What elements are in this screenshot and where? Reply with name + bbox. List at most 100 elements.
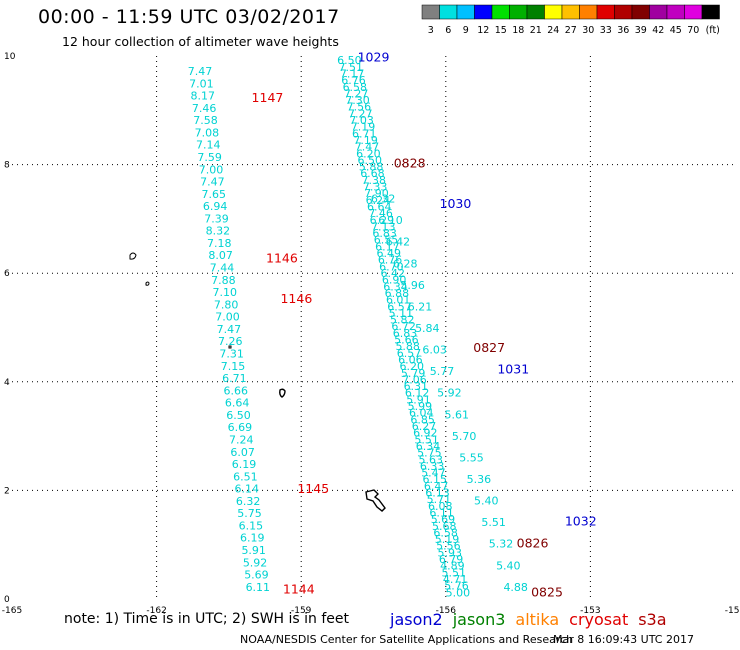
color-scale-label: 33 [600, 25, 612, 36]
wave-height-value: 7.30 [345, 94, 370, 107]
wave-height-value: 6.69 [228, 421, 253, 434]
pass-time-label: 1146 [280, 291, 312, 306]
wave-height-value: 7.18 [207, 237, 232, 250]
legend-entry-altika: altika [515, 610, 559, 629]
wave-height-value: 7.19 [353, 134, 378, 147]
color-scale-label: 12 [477, 25, 489, 36]
wave-height-value: 5.91 [406, 393, 431, 406]
wave-height-value: 7.31 [219, 347, 244, 360]
wave-height-value: 5.19 [435, 533, 460, 546]
color-scale-label: 39 [635, 25, 647, 36]
color-scale-label: 6 [445, 25, 451, 36]
color-scale-label: (ft) [706, 25, 720, 36]
wave-height-value: 5.47 [421, 467, 446, 480]
pass-time-label: 1145 [297, 481, 329, 496]
wave-height-value: 6.88 [385, 287, 410, 300]
wave-height-value: 6.29 [370, 214, 395, 227]
wave-height-value: 5.70 [452, 430, 477, 443]
wave-height-value: 5.79 [401, 367, 426, 380]
wave-height-value: 7.24 [229, 433, 254, 446]
islands [129, 252, 386, 512]
wave-height-value: 6.15 [423, 473, 448, 486]
x-tick-label: -162 [146, 606, 166, 616]
color-scale-label: 42 [652, 25, 664, 36]
x-tick-label: -150 [725, 606, 740, 616]
wave-height-value: 5.40 [496, 559, 521, 572]
wave-height-value: 6.66 [224, 384, 249, 397]
wave-height-value: 6.32 [236, 495, 261, 508]
color-scale-label: 27 [565, 25, 577, 36]
wave-height-value: 5.99 [408, 400, 433, 413]
wave-height-value: 6.64 [225, 397, 250, 410]
pass-time-label: 1146 [266, 250, 298, 265]
wave-height-value: 7.26 [218, 335, 243, 348]
wave-height-value: 6.14 [235, 483, 260, 496]
wave-height-value: 6.17 [375, 240, 400, 253]
wave-height-value: 5.56 [436, 540, 461, 553]
wave-height-value: 6.92 [413, 427, 438, 440]
wave-height-value: 6.76 [378, 254, 403, 267]
wave-height-value: 7.46 [368, 207, 393, 220]
wave-height-value: 7.59 [197, 151, 222, 164]
color-scale-label: 21 [530, 25, 542, 36]
wave-height-value: 7.17 [340, 67, 365, 80]
wave-height-value: 6.70 [379, 260, 404, 273]
pass-time-label: 1031 [497, 362, 529, 377]
wave-height-value: 5.51 [442, 566, 467, 579]
wave-height-value: 6.04 [409, 407, 434, 420]
wave-height-value: 6.42 [386, 236, 411, 249]
wave-height-value: 6.57 [397, 347, 422, 360]
wave-height-value: 5.11 [389, 307, 414, 320]
wave-height-value: 7.88 [211, 274, 236, 287]
wave-height-value: 5.92 [437, 387, 462, 400]
wave-height-value: 5.75 [417, 447, 442, 460]
wave-height-value: 5.61 [445, 408, 470, 421]
wave-height-value: 6.28 [393, 257, 418, 270]
wave-height-value: 5.36 [467, 473, 492, 486]
wave-height-value: 6.15 [239, 519, 264, 532]
wave-height-value: 7.33 [363, 181, 388, 194]
wave-height-value: 8.07 [208, 249, 233, 262]
wave-height-value: 5.00 [446, 586, 471, 599]
timestamp-text: Mar 8 16:09:43 UTC 2017 [553, 633, 694, 646]
y-tick-label: 8 [4, 161, 10, 171]
wave-height-value: 7.00 [199, 163, 224, 176]
wave-height-value: 5.75 [237, 507, 262, 520]
wave-height-value: 6.42 [381, 267, 406, 280]
wave-height-value: 5.32 [489, 538, 514, 551]
y-tick-label: 6 [4, 269, 10, 279]
wave-height-value: 6.20 [400, 360, 425, 373]
pass-time-label: 0828 [394, 155, 426, 170]
wave-height-value: 7.15 [221, 360, 246, 373]
wave-height-value: 6.83 [372, 227, 397, 240]
wave-height-value: 6.50 [226, 409, 251, 422]
wave-height-value: 5.88 [395, 340, 420, 353]
wave-height-value: 8.17 [190, 90, 215, 103]
pass-time-label: 1147 [252, 90, 284, 105]
island-shape [145, 281, 150, 286]
wave-height-value: 6.32 [371, 193, 396, 206]
wave-height-value: 4.88 [503, 581, 528, 594]
wave-height-value: 6.83 [393, 327, 418, 340]
credit-text: NOAA/NESDIS Center for Satellite Applica… [240, 633, 574, 646]
wave-height-value: 5.93 [437, 546, 462, 559]
wave-height-value: 6.01 [386, 294, 411, 307]
page-title: 00:00 - 11:59 UTC 03/02/2017 [38, 6, 340, 28]
color-scale-label: 36 [617, 25, 629, 36]
color-scale-label: 9 [463, 25, 469, 36]
wave-height-value: 6.10 [378, 214, 403, 227]
legend-entry-jason2: jason2 [389, 610, 443, 629]
wave-height-value: 4.89 [440, 560, 465, 573]
wave-height-value: 5.63 [418, 453, 443, 466]
color-scale-label: 15 [495, 25, 507, 36]
wave-height-value: 6.64 [367, 200, 392, 213]
wave-height-value: 6.85 [410, 413, 435, 426]
color-scale-label: 24 [547, 25, 559, 36]
wave-height-value: 6.90 [382, 274, 407, 287]
wave-height-value: 7.90 [364, 187, 389, 200]
y-tick-label: 0 [4, 595, 10, 605]
map-axes: -165 -162 -159 -156 -153 -150 0 2 4 6 8 10 [2, 52, 740, 616]
note-text: note: 1) Time is in UTC; 2) SWH is in fe… [64, 611, 350, 627]
map-grid [12, 56, 735, 599]
wave-height-value: 5.92 [243, 556, 268, 569]
